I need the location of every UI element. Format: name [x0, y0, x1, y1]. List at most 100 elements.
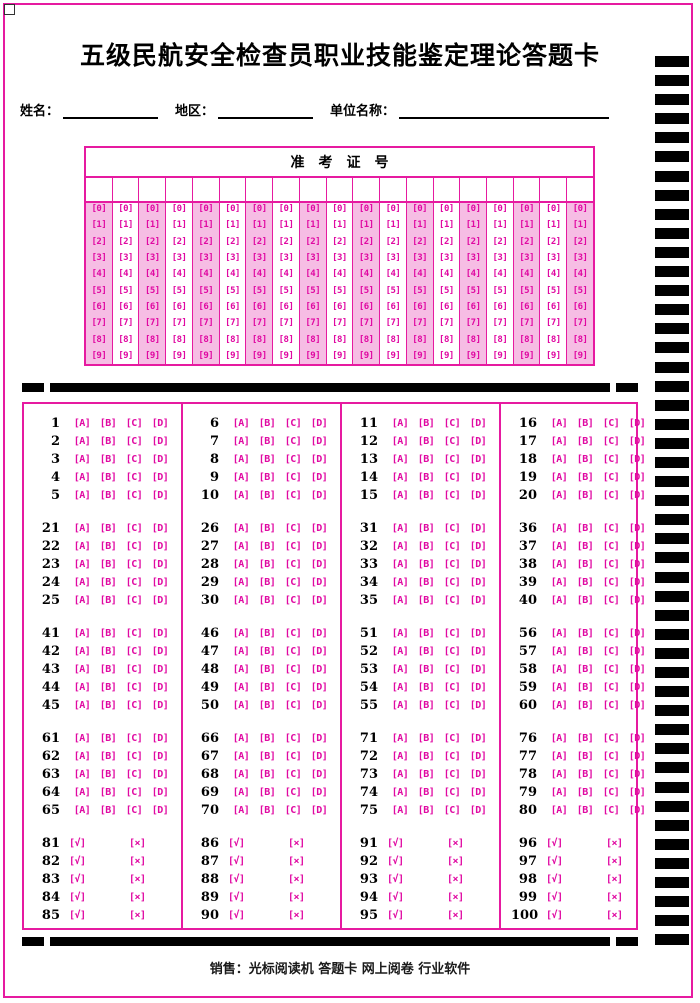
admission-number-bubble-columns[interactable]: [0] [1] [2] [3] [4] [5] [6] [7] [8] [9] [0] [1] [2][…: [86, 203, 593, 364]
option-bubble[interactable]: [D]: [310, 540, 328, 552]
digit-bubble[interactable]: [4]: [118, 269, 133, 280]
option-bubble[interactable]: [D]: [628, 663, 646, 675]
admission-number-column[interactable]: [0] [1] [2] [3] [4] [5] [6] [7] [8] [9]: [406, 203, 434, 364]
digit-bubble[interactable]: [7]: [332, 318, 347, 329]
option-bubble[interactable]: [B]: [99, 471, 117, 483]
answer-row[interactable]: 80 [A] [B] [C] [D]: [501, 801, 658, 819]
option-bubble[interactable]: [B]: [576, 417, 594, 429]
option-bubble[interactable]: [D]: [628, 558, 646, 570]
option-bubble[interactable]: [B]: [417, 681, 435, 693]
option-bubble[interactable]: [A]: [391, 558, 409, 570]
digit-bubble[interactable]: [0]: [545, 204, 561, 214]
answer-row[interactable]: 72 [A] [B] [C] [D]: [342, 747, 499, 765]
admission-number-write-cell[interactable]: [567, 178, 593, 201]
option-bubble[interactable]: [C]: [602, 558, 620, 570]
digit-bubble[interactable]: [9]: [225, 350, 240, 361]
option-bubble[interactable]: [A]: [391, 732, 409, 744]
option-bubble[interactable]: [C]: [125, 663, 143, 675]
option-bubble[interactable]: [D]: [469, 804, 487, 816]
option-bubble[interactable]: [C]: [125, 453, 143, 465]
digit-bubble[interactable]: [5]: [91, 285, 107, 296]
option-bubble[interactable]: [C]: [125, 471, 143, 483]
option-bubble[interactable]: [A]: [73, 540, 91, 552]
answer-row[interactable]: 14 [A] [B] [C] [D]: [342, 468, 499, 486]
digit-bubble[interactable]: [8]: [385, 334, 401, 345]
option-bubble[interactable]: [C]: [125, 768, 143, 780]
digit-bubble[interactable]: [2]: [225, 236, 240, 247]
option-bubble[interactable]: [A]: [550, 576, 568, 588]
option-bubble[interactable]: [D]: [469, 663, 487, 675]
option-bubble[interactable]: [D]: [469, 681, 487, 693]
option-bubble[interactable]: [B]: [576, 540, 594, 552]
option-bubble[interactable]: [C]: [125, 786, 143, 798]
answer-row[interactable]: 33 [A] [B] [C] [D]: [342, 555, 499, 573]
answer-row[interactable]: 32 [A] [B] [C] [D]: [342, 537, 499, 555]
digit-bubble[interactable]: [7]: [278, 318, 294, 329]
option-bubble[interactable]: [D]: [151, 663, 169, 675]
digit-bubble[interactable]: [1]: [305, 220, 321, 231]
digit-bubble[interactable]: [6]: [225, 301, 240, 312]
option-bubble[interactable]: [A]: [550, 489, 568, 501]
option-bubble[interactable]: [B]: [99, 768, 117, 780]
answer-row[interactable]: 70 [A] [B] [C] [D]: [183, 801, 340, 819]
header-field-input[interactable]: [63, 103, 159, 119]
digit-bubble[interactable]: [3]: [572, 252, 588, 263]
answer-row[interactable]: 23 [A] [B] [C] [D]: [24, 555, 181, 573]
option-bubble[interactable]: [C]: [443, 435, 461, 447]
answer-row[interactable]: 1 [A] [B] [C] [D]: [24, 414, 181, 432]
option-bubble[interactable]: [D]: [628, 540, 646, 552]
digit-bubble[interactable]: [2]: [412, 236, 428, 247]
digit-bubble[interactable]: [2]: [385, 236, 401, 247]
answer-row[interactable]: 97 [√] [×]: [501, 852, 658, 870]
option-bubble[interactable]: [D]: [628, 594, 646, 606]
option-bubble[interactable]: [B]: [417, 732, 435, 744]
admission-number-column[interactable]: [0] [1] [2] [3] [4] [5] [6] [7] [8] [9]: [246, 203, 274, 364]
digit-bubble[interactable]: [0]: [439, 204, 454, 214]
answer-row[interactable]: 95 [√] [×]: [342, 906, 499, 924]
digit-bubble[interactable]: [1]: [251, 220, 267, 231]
digit-bubble[interactable]: [5]: [465, 285, 481, 296]
option-bubble[interactable]: [B]: [576, 522, 594, 534]
digit-bubble[interactable]: [9]: [519, 350, 534, 361]
digit-bubble[interactable]: [5]: [439, 285, 454, 296]
option-bubble[interactable]: [D]: [310, 627, 328, 639]
option-bubble[interactable]: [√]: [228, 909, 245, 921]
option-bubble[interactable]: [D]: [151, 540, 169, 552]
option-bubble[interactable]: [A]: [391, 750, 409, 762]
option-bubble[interactable]: [D]: [151, 645, 169, 657]
digit-bubble[interactable]: [1]: [439, 220, 454, 231]
option-bubble[interactable]: [D]: [628, 489, 646, 501]
digit-bubble[interactable]: [4]: [171, 269, 187, 280]
digit-bubble[interactable]: [9]: [465, 350, 481, 361]
option-bubble[interactable]: [A]: [391, 471, 409, 483]
digit-bubble[interactable]: [7]: [519, 318, 534, 329]
option-bubble[interactable]: [A]: [391, 576, 409, 588]
digit-bubble[interactable]: [5]: [519, 285, 534, 296]
option-bubble[interactable]: [√]: [546, 891, 563, 903]
option-bubble[interactable]: [C]: [602, 522, 620, 534]
digit-bubble[interactable]: [6]: [572, 301, 588, 312]
digit-bubble[interactable]: [7]: [358, 318, 374, 329]
option-bubble[interactable]: [√]: [228, 891, 245, 903]
option-bubble[interactable]: [B]: [576, 645, 594, 657]
digit-bubble[interactable]: [0]: [332, 204, 347, 214]
option-bubble[interactable]: [D]: [151, 786, 169, 798]
digit-bubble[interactable]: [0]: [144, 204, 160, 214]
digit-bubble[interactable]: [9]: [572, 350, 588, 361]
answer-row[interactable]: 26 [A] [B] [C] [D]: [183, 519, 340, 537]
option-bubble[interactable]: [D]: [469, 435, 487, 447]
option-bubble[interactable]: [A]: [391, 804, 409, 816]
option-bubble[interactable]: [A]: [73, 453, 91, 465]
digit-bubble[interactable]: [8]: [225, 334, 240, 345]
option-bubble[interactable]: [A]: [73, 732, 91, 744]
digit-bubble[interactable]: [3]: [91, 252, 107, 263]
digit-bubble[interactable]: [1]: [198, 220, 214, 231]
option-bubble[interactable]: [C]: [602, 594, 620, 606]
answer-row[interactable]: 40 [A] [B] [C] [D]: [501, 591, 658, 609]
option-bubble[interactable]: [B]: [258, 732, 276, 744]
option-bubble[interactable]: [D]: [628, 699, 646, 711]
answer-row[interactable]: 83 [√] [×]: [24, 870, 181, 888]
admission-number-write-cell[interactable]: [246, 178, 274, 201]
option-bubble[interactable]: [C]: [443, 804, 461, 816]
option-bubble[interactable]: [A]: [550, 471, 568, 483]
